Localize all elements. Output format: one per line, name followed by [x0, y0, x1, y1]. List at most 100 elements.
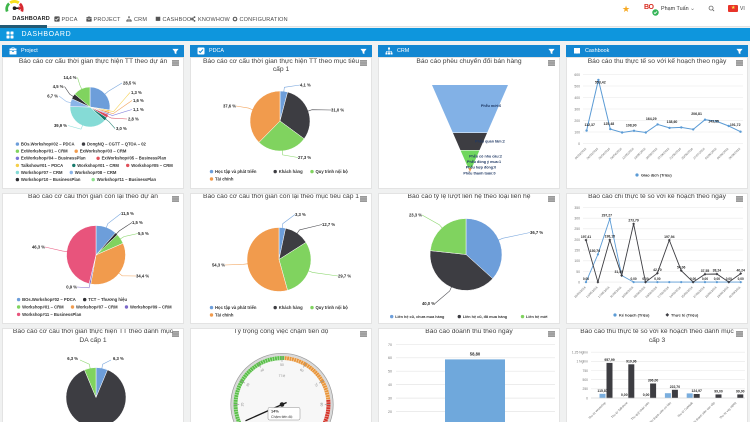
svg-text:Workshop#09 – CRM: Workshop#09 – CRM: [130, 304, 172, 309]
svg-text:34,4 %: 34,4 %: [136, 273, 149, 278]
svg-text:100: 100: [574, 130, 580, 134]
svg-text:1 Nghìn: 1 Nghìn: [576, 359, 588, 363]
svg-text:54,06: 54,06: [677, 265, 686, 269]
svg-text:Phễu đồng ý mua:1: Phễu đồng ý mua:1: [467, 160, 501, 164]
svg-text:4,1 %: 4,1 %: [300, 83, 311, 88]
svg-text:Khách hàng: Khách hàng: [279, 305, 303, 310]
svg-text:Phí thành viên cao cấp: Phí thành viên cao cấp: [691, 400, 716, 422]
svg-text:Liên hệ mới: Liên hệ mới: [526, 315, 547, 319]
svg-text:273,79: 273,79: [628, 218, 638, 222]
svg-text:1,1 %: 1,1 %: [133, 107, 144, 112]
svg-text:Liên hệ cũ, đã mua hàng: Liên hệ cũ, đã mua hàng: [463, 315, 508, 319]
svg-text:12,7 %: 12,7 %: [322, 222, 335, 227]
svg-text:01/09/2016: 01/09/2016: [728, 285, 742, 299]
svg-text:500: 500: [574, 84, 580, 88]
svg-text:198,15: 198,15: [605, 234, 615, 238]
svg-text:6,7 %: 6,7 %: [47, 94, 58, 99]
svg-text:0,00: 0,00: [726, 276, 732, 280]
svg-text:138,60: 138,60: [667, 120, 678, 124]
svg-text:Tỉ lệ: Tỉ lệ: [279, 374, 286, 378]
svg-text:0,00: 0,00: [714, 276, 720, 280]
svg-text:919,96: 919,96: [626, 359, 636, 363]
svg-text:1,3 %: 1,3 %: [131, 90, 142, 95]
svg-text:2,8 %: 2,8 %: [128, 117, 139, 122]
svg-text:TCT – Thương hiệu: TCT – Thương hiệu: [88, 297, 127, 302]
svg-text:Khách hàng: Khách hàng: [279, 169, 303, 174]
svg-text:553,42: 553,42: [595, 81, 606, 85]
svg-text:Quy trình nội bộ: Quy trình nội bộ: [316, 169, 349, 174]
svg-text:1.25 Nghìn: 1.25 Nghìn: [572, 350, 588, 354]
svg-text:Phí thành viên cơ bản: Phí thành viên cơ bản: [649, 400, 673, 422]
svg-text:124,97: 124,97: [692, 389, 702, 393]
svg-text:58,80: 58,80: [470, 351, 481, 356]
svg-text:Liên hệ cũ, chưa mua hàng: Liên hệ cũ, chưa mua hàng: [395, 315, 445, 319]
svg-text:31,0 %: 31,0 %: [331, 108, 344, 113]
svg-text:Chậm tiến độ: Chậm tiến độ: [271, 414, 292, 418]
svg-text:Workshop#11 – BusinessPlan: Workshop#11 – BusinessPlan: [97, 177, 157, 182]
svg-text:60: 60: [299, 367, 304, 372]
svg-text:ExWorkshop#05 – BusinessPlan: ExWorkshop#05 – BusinessPlan: [102, 156, 167, 161]
svg-text:Thu từ Talkshow: Thu từ Talkshow: [610, 400, 629, 419]
svg-text:46,3 %: 46,3 %: [32, 244, 45, 249]
svg-text:36,7 %: 36,7 %: [530, 230, 543, 235]
svg-text:350: 350: [574, 205, 580, 209]
svg-text:Workshop#01 – CRM: Workshop#01 – CRM: [77, 163, 119, 168]
svg-text:143,55: 143,55: [708, 120, 719, 124]
svg-text:42,70: 42,70: [653, 267, 662, 271]
svg-text:20: 20: [388, 410, 392, 414]
svg-text:222,70: 222,70: [670, 384, 680, 388]
svg-text:0,00: 0,00: [621, 393, 628, 397]
svg-text:0,00: 0,00: [690, 276, 696, 280]
svg-text:40,24: 40,24: [736, 268, 745, 272]
svg-text:40: 40: [388, 383, 392, 387]
svg-text:Thực tế (Triệu): Thực tế (Triệu): [671, 312, 699, 317]
svg-text:750: 750: [582, 368, 588, 372]
svg-text:ExWorkshop#03 – CRM: ExWorkshop#03 – CRM: [80, 149, 127, 154]
svg-text:Workshop#01 – CRM: Workshop#01 – CRM: [22, 304, 64, 309]
svg-text:0,00: 0,00: [702, 276, 708, 280]
svg-text:197,94: 197,94: [664, 234, 674, 238]
svg-text:BOs.Workshop#02 – PDCA: BOs.Workshop#02 – PDCA: [22, 297, 76, 302]
svg-text:0: 0: [578, 280, 580, 284]
svg-text:5,5 %: 5,5 %: [138, 231, 149, 236]
svg-text:300: 300: [574, 107, 580, 111]
svg-text:115,87: 115,87: [597, 388, 607, 392]
svg-text:14%: 14%: [271, 408, 279, 413]
svg-text:0,00: 0,00: [643, 393, 650, 397]
svg-text:70: 70: [388, 342, 392, 346]
svg-text:191,72: 191,72: [730, 123, 741, 127]
svg-text:Phễu mới:6: Phễu mới:6: [481, 104, 501, 108]
svg-text:200: 200: [574, 119, 580, 123]
svg-text:27,3 %: 27,3 %: [298, 155, 311, 160]
svg-text:164,29: 164,29: [646, 117, 657, 121]
svg-text:40: 40: [260, 367, 265, 372]
svg-text:4,5 %: 4,5 %: [53, 84, 64, 89]
svg-text:297,27: 297,27: [602, 213, 612, 217]
svg-text:Workshop#05 – CRM: Workshop#05 – CRM: [131, 163, 173, 168]
svg-text:0,00: 0,00: [630, 276, 636, 280]
svg-text:23,3 %: 23,3 %: [409, 212, 422, 217]
svg-text:Phễu hợp đồng:0: Phễu hợp đồng:0: [466, 166, 496, 170]
svg-text:6,3 %: 6,3 %: [67, 356, 78, 361]
svg-text:6,3 %: 6,3 %: [113, 356, 124, 361]
svg-text:ExWorkshop#04 – BusinessPlan: ExWorkshop#04 – BusinessPlan: [21, 156, 86, 161]
svg-text:Tài chính: Tài chính: [215, 312, 234, 317]
svg-text:1,5 %: 1,5 %: [132, 220, 143, 225]
svg-text:Phễu có nhu cầu:2: Phễu có nhu cầu:2: [469, 154, 502, 158]
svg-text:BOs.Workshop#02 – PDCA: BOs.Workshop#02 – PDCA: [21, 142, 75, 147]
svg-text:99,00: 99,00: [714, 389, 723, 393]
svg-text:50: 50: [388, 369, 392, 373]
svg-text:DongNQ – CGTT – QTOA – 02: DongNQ – CGTT – QTOA – 02: [87, 142, 147, 147]
svg-text:0,00: 0,00: [738, 276, 744, 280]
svg-text:Thu từ Workshop: Thu từ Workshop: [588, 400, 607, 419]
svg-text:ExWorkshop#01 – CRM: ExWorkshop#01 – CRM: [21, 149, 68, 154]
svg-text:80: 80: [319, 402, 323, 406]
svg-text:Quy trình nội bộ: Quy trình nội bộ: [316, 305, 349, 310]
svg-text:112,37: 112,37: [584, 123, 595, 127]
svg-text:108,90: 108,90: [626, 124, 637, 128]
svg-text:0,9 %: 0,9 %: [66, 284, 77, 289]
svg-text:50: 50: [576, 269, 580, 273]
svg-text:0,00: 0,00: [583, 276, 589, 280]
svg-text:Workshop#07 – CRM: Workshop#07 – CRM: [76, 304, 118, 309]
svg-text:1,6 %: 1,6 %: [133, 98, 144, 103]
